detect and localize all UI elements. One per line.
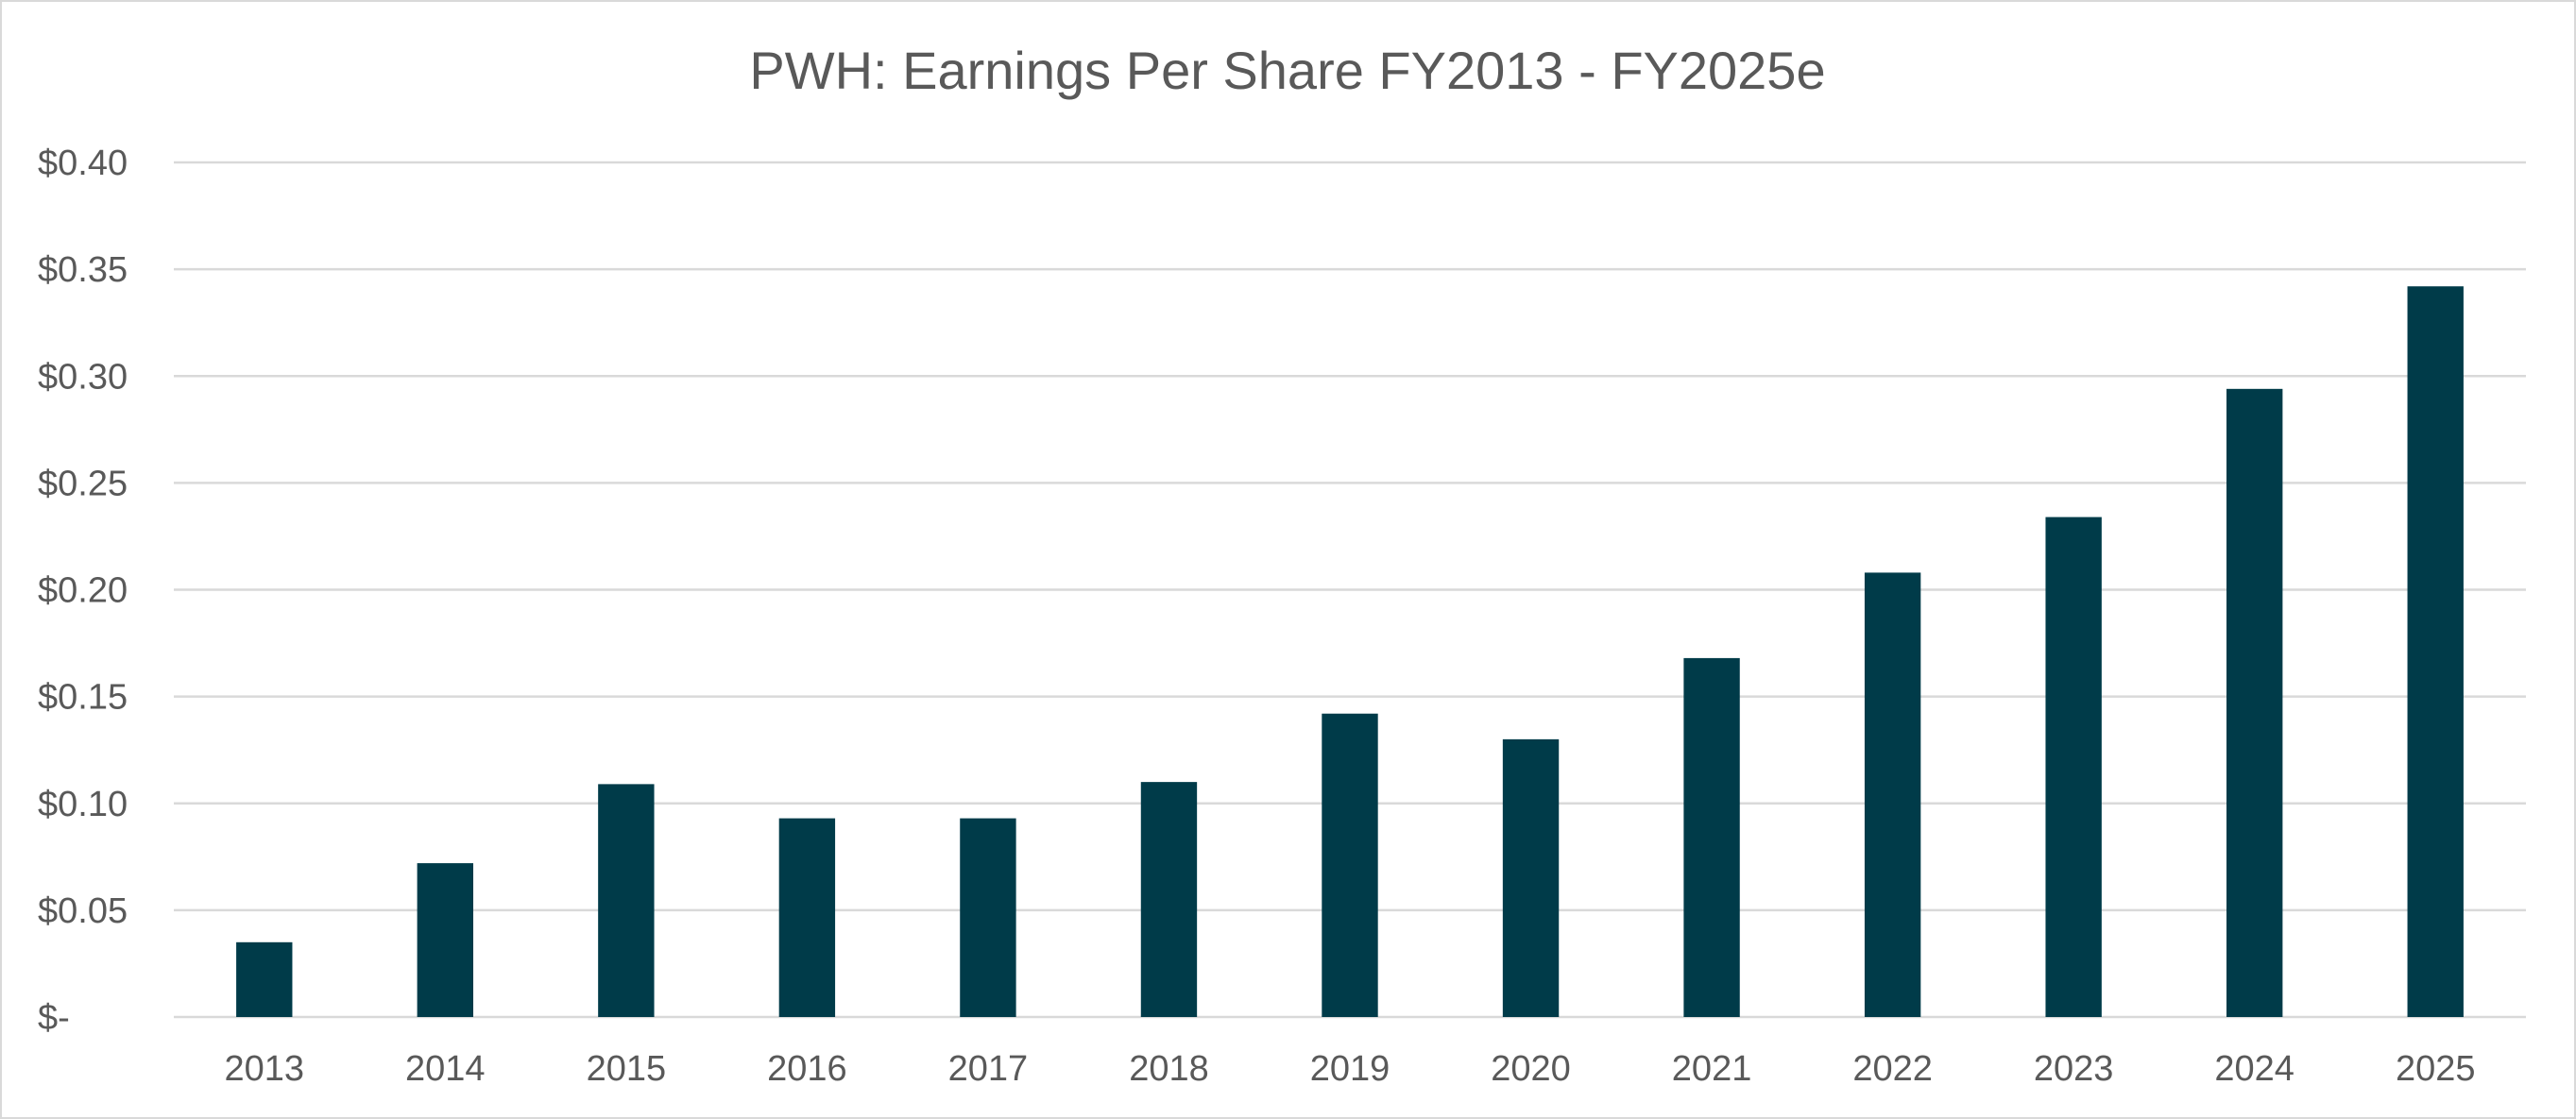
bar-2015 <box>598 784 655 1017</box>
bar-2014 <box>417 863 473 1017</box>
x-tick-label-2018: 2018 <box>1129 1049 1209 1089</box>
x-tick-label-2019: 2019 <box>1310 1049 1390 1089</box>
x-tick-label-2014: 2014 <box>405 1049 486 1089</box>
bar-2024 <box>2226 388 2283 1017</box>
x-tick-label-2013: 2013 <box>224 1049 304 1089</box>
y-tick-label: $- <box>38 998 70 1038</box>
x-tick-label-2023: 2023 <box>2034 1049 2114 1089</box>
x-tick-label-2016: 2016 <box>767 1049 847 1089</box>
bar-2022 <box>1864 572 1921 1017</box>
bar-2025 <box>2407 286 2464 1018</box>
bar-2020 <box>1502 738 1560 1017</box>
y-tick-label: $0.35 <box>38 250 128 290</box>
y-tick-label: $0.25 <box>38 464 128 503</box>
bar-2021 <box>1683 657 1740 1017</box>
bar-2019 <box>1322 713 1378 1017</box>
gridlines <box>174 161 2526 1019</box>
y-tick-label: $0.20 <box>38 571 128 611</box>
y-tick-label: $0.30 <box>38 357 128 397</box>
bars <box>236 286 2464 1018</box>
x-tick-label-2017: 2017 <box>948 1049 1029 1089</box>
x-tick-label-2015: 2015 <box>587 1049 667 1089</box>
x-tick-label-2024: 2024 <box>2214 1049 2295 1089</box>
bar-2023 <box>2045 517 2102 1017</box>
y-tick-label: $0.05 <box>38 891 128 931</box>
y-axis-tick-labels: $- $0.05 $0.10 $0.15 $0.20 $0.25 $0.30 $0.35 $0.… <box>38 144 128 1038</box>
bar-2016 <box>778 818 836 1017</box>
x-axis-tick-labels: 2013 2014 2015 2016 2017 2018 2019 2020 2021 2022… <box>224 1049 2475 1089</box>
x-tick-label-2020: 2020 <box>1491 1049 1571 1089</box>
y-tick-label: $0.40 <box>38 144 128 183</box>
x-tick-label-2025: 2025 <box>2396 1049 2476 1089</box>
chart-title: PWH: Earnings Per Share FY2013 - FY2025e <box>749 41 1825 100</box>
x-tick-label-2022: 2022 <box>1852 1049 1933 1089</box>
y-tick-label: $0.10 <box>38 785 128 824</box>
bar-2017 <box>960 818 1016 1017</box>
y-tick-label: $0.15 <box>38 678 128 718</box>
bar-2013 <box>236 941 293 1017</box>
x-tick-label-2021: 2021 <box>1672 1049 1752 1089</box>
bar-2018 <box>1140 782 1198 1017</box>
